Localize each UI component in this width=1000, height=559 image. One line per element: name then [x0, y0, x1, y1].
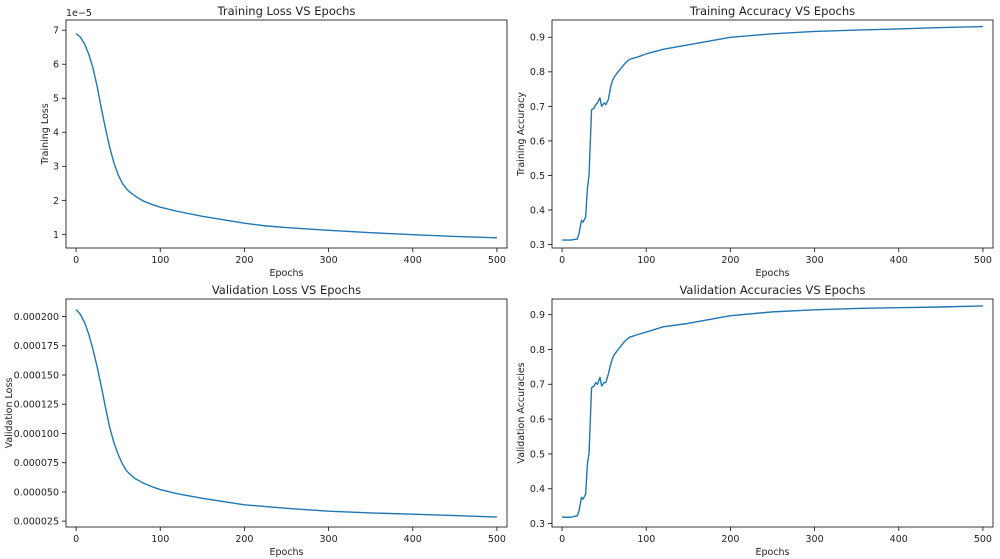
y-tick-label: 0.9	[530, 310, 545, 321]
chart-validation-accuracy: 0 100 200 300 400 500 0.3 0.4 0.5 0.6 0.7 0.8 0.9 Val…	[500, 280, 1000, 559]
y-tick-label: 0.000150	[14, 370, 59, 381]
plot-frame	[551, 19, 994, 249]
y-tick-label: 6	[53, 60, 59, 71]
x-tick-label: 300	[320, 534, 338, 545]
y-tick-label: 0.7	[530, 102, 545, 113]
chart-svg: 0 100 200 300 400 500 1 2 3 4 5 6 7 1e−5 Training Loss…	[40, 4, 508, 279]
y-axis-label: Validation Accuracies	[516, 362, 527, 463]
y-tick-label: 0.5	[530, 449, 545, 460]
x-tick-label: 100	[151, 255, 169, 266]
x-tick-label: 400	[890, 255, 908, 266]
x-tick-label: 200	[721, 255, 739, 266]
y-tick-label: 0.000025	[14, 517, 59, 528]
x-axis-label: Epochs	[269, 547, 303, 558]
y-tick-label: 0.000125	[14, 400, 59, 411]
chart-training-accuracy: 0 100 200 300 400 500 0.3 0.4 0.5 0.6 0.7 0.8 0.9 Tra…	[500, 0, 1000, 279]
y-tick-label: 0.6	[530, 414, 545, 425]
series-line	[75, 309, 497, 518]
y-tick-label: 0.000075	[14, 458, 59, 469]
x-tick-label: 200	[721, 534, 739, 545]
series-line	[562, 305, 983, 518]
x-axis-label: Epochs	[755, 268, 789, 279]
x-tick-label: 500	[488, 255, 506, 266]
chart-title: Training Accuracy VS Epochs	[689, 4, 855, 18]
x-tick-label: 300	[806, 255, 824, 266]
y-tick-label: 4	[53, 128, 59, 139]
y-tick-label: 5	[53, 94, 59, 105]
y-tick-label: 0.3	[530, 519, 545, 530]
y-axis-label: Validation Loss	[4, 378, 15, 449]
chart-svg: 0 100 200 300 400 500 0.000025 0.000050 0.000075…	[4, 283, 508, 558]
y-tick-label: 0.000200	[14, 312, 59, 323]
x-axis-label: Epochs	[269, 268, 303, 279]
y-tick-label: 0.8	[530, 67, 545, 78]
x-tick-label: 100	[637, 255, 655, 266]
y-tick-label: 0.5	[530, 171, 545, 182]
x-tick-label: 500	[974, 255, 992, 266]
y-tick-label: 0.000050	[14, 487, 59, 498]
x-tick-label: 300	[806, 534, 824, 545]
x-tick-label: 0	[73, 255, 79, 266]
x-tick-label: 300	[320, 255, 338, 266]
x-tick-label: 100	[151, 534, 169, 545]
y-tick-label: 2	[53, 196, 59, 207]
y-tick-label: 0.3	[530, 240, 545, 251]
chart-svg: 0 100 200 300 400 500 0.3 0.4 0.5 0.6 0.7 0.8 0.9 Tra…	[516, 4, 994, 279]
plot-frame	[551, 298, 994, 528]
x-tick-label: 0	[559, 255, 565, 266]
chart-title: Validation Accuracies VS Epochs	[679, 283, 865, 297]
x-tick-label: 200	[235, 255, 253, 266]
y-offset-label: 1e−5	[66, 8, 92, 19]
x-tick-label: 400	[404, 534, 422, 545]
chart-validation-loss: 0 100 200 300 400 500 0.000025 0.000050 0.000075…	[0, 280, 508, 559]
y-tick-label: 0.000100	[14, 429, 59, 440]
x-tick-label: 400	[404, 255, 422, 266]
y-tick-label: 0.4	[530, 484, 545, 495]
x-tick-label: 0	[559, 534, 565, 545]
y-tick-label: 7	[53, 26, 59, 37]
x-tick-label: 500	[974, 534, 992, 545]
plot-frame	[65, 298, 508, 528]
y-tick-label: 1	[53, 230, 59, 241]
y-tick-label: 3	[53, 162, 59, 173]
y-tick-label: 0.9	[530, 33, 545, 44]
y-tick-label: 0.000175	[14, 341, 59, 352]
y-tick-label: 0.4	[530, 205, 545, 216]
y-axis-label: Training Accuracy	[516, 92, 527, 177]
y-tick-label: 0.6	[530, 136, 545, 147]
series-line	[75, 33, 497, 239]
chart-training-loss: 0 100 200 300 400 500 1 2 3 4 5 6 7 1e−5 Training Loss…	[0, 0, 508, 279]
y-tick-label: 0.8	[530, 345, 545, 356]
series-line	[562, 25, 983, 241]
y-tick-label: 0.7	[530, 380, 545, 391]
y-axis-label: Training Loss	[40, 103, 51, 165]
x-tick-label: 0	[73, 534, 79, 545]
chart-title: Validation Loss VS Epochs	[212, 283, 361, 297]
plot-frame	[65, 19, 508, 249]
chart-title: Training Loss VS Epochs	[217, 4, 356, 18]
x-tick-label: 200	[235, 534, 253, 545]
x-tick-label: 100	[637, 534, 655, 545]
chart-svg: 0 100 200 300 400 500 0.3 0.4 0.5 0.6 0.7 0.8 0.9 Val…	[516, 283, 994, 558]
x-axis-label: Epochs	[755, 547, 789, 558]
x-tick-label: 500	[488, 534, 506, 545]
x-tick-label: 400	[890, 534, 908, 545]
